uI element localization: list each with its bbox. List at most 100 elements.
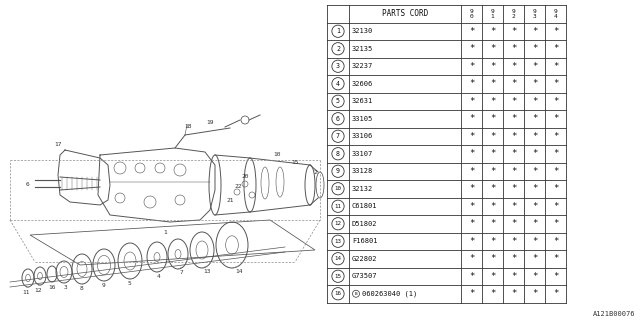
Text: *: * (553, 167, 558, 176)
Text: 9
2: 9 2 (511, 9, 515, 19)
Text: 16: 16 (335, 291, 342, 296)
Text: *: * (490, 202, 495, 211)
Text: *: * (490, 97, 495, 106)
Text: *: * (511, 114, 516, 123)
Text: *: * (553, 79, 558, 88)
Text: 5: 5 (336, 98, 340, 104)
Text: 9
4: 9 4 (554, 9, 557, 19)
Text: *: * (532, 272, 537, 281)
Text: *: * (553, 272, 558, 281)
Text: 22: 22 (234, 185, 242, 189)
Text: *: * (532, 79, 537, 88)
Text: *: * (553, 97, 558, 106)
Text: G22802: G22802 (352, 256, 378, 262)
Text: 21: 21 (227, 197, 234, 203)
Text: 10: 10 (273, 153, 281, 157)
Text: 13: 13 (335, 239, 342, 244)
Text: *: * (511, 237, 516, 246)
Text: 15: 15 (335, 274, 342, 279)
Text: 19: 19 (206, 121, 214, 125)
Text: 4: 4 (157, 274, 161, 279)
Text: *: * (490, 132, 495, 141)
Text: 1: 1 (163, 229, 167, 235)
Text: *: * (511, 149, 516, 158)
Text: *: * (469, 219, 474, 228)
Text: 9: 9 (336, 168, 340, 174)
Text: *: * (511, 289, 516, 298)
Text: *: * (553, 149, 558, 158)
Text: 18: 18 (184, 124, 192, 130)
Text: 12: 12 (335, 221, 342, 226)
Text: 33128: 33128 (352, 168, 373, 174)
Text: 3: 3 (336, 63, 340, 69)
Text: 6: 6 (336, 116, 340, 122)
Text: *: * (469, 114, 474, 123)
Text: *: * (469, 202, 474, 211)
Text: *: * (532, 114, 537, 123)
Text: 11: 11 (335, 204, 342, 209)
Text: *: * (532, 27, 537, 36)
Text: *: * (490, 62, 495, 71)
Text: D51802: D51802 (352, 221, 378, 227)
Text: *: * (490, 114, 495, 123)
Text: 2: 2 (313, 170, 317, 174)
Text: *: * (511, 79, 516, 88)
Text: *: * (511, 167, 516, 176)
Text: *: * (553, 44, 558, 53)
Text: *: * (511, 44, 516, 53)
Text: 3: 3 (64, 285, 68, 290)
Text: *: * (469, 167, 474, 176)
Text: *: * (532, 289, 537, 298)
Text: *: * (490, 27, 495, 36)
Text: *: * (553, 254, 558, 263)
Text: *: * (490, 254, 495, 263)
Text: 8: 8 (80, 286, 84, 291)
Text: 33105: 33105 (352, 116, 373, 122)
Text: 32135: 32135 (352, 46, 373, 52)
Text: 14: 14 (236, 269, 243, 274)
Text: *: * (511, 272, 516, 281)
Text: 32631: 32631 (352, 98, 373, 104)
Text: 16: 16 (48, 285, 56, 290)
Text: *: * (469, 289, 474, 298)
Text: *: * (490, 219, 495, 228)
Text: *: * (490, 79, 495, 88)
Text: 32606: 32606 (352, 81, 373, 87)
Text: *: * (511, 254, 516, 263)
Text: *: * (469, 132, 474, 141)
Text: 9: 9 (102, 283, 106, 288)
Text: 32237: 32237 (352, 63, 373, 69)
Text: 32130: 32130 (352, 28, 373, 34)
Text: *: * (469, 62, 474, 71)
Text: *: * (553, 202, 558, 211)
Text: *: * (490, 149, 495, 158)
Text: *: * (511, 202, 516, 211)
Text: *: * (553, 114, 558, 123)
Text: 13: 13 (204, 269, 211, 274)
Text: 33106: 33106 (352, 133, 373, 139)
Text: 14: 14 (335, 256, 342, 261)
Text: *: * (553, 219, 558, 228)
Text: B: B (355, 292, 357, 296)
Text: *: * (490, 44, 495, 53)
Text: 17: 17 (54, 142, 61, 148)
Text: *: * (532, 219, 537, 228)
Text: *: * (469, 27, 474, 36)
Text: *: * (511, 132, 516, 141)
Text: A121B00076: A121B00076 (593, 311, 635, 317)
Text: PARTS CORD: PARTS CORD (382, 9, 428, 18)
Text: *: * (490, 167, 495, 176)
Text: *: * (511, 27, 516, 36)
Text: *: * (532, 62, 537, 71)
Text: *: * (553, 289, 558, 298)
Text: 15: 15 (291, 159, 299, 164)
Text: 9
3: 9 3 (532, 9, 536, 19)
Text: 7: 7 (180, 270, 184, 275)
Text: *: * (469, 149, 474, 158)
Text: *: * (469, 184, 474, 193)
Text: 2: 2 (336, 46, 340, 52)
Text: *: * (511, 97, 516, 106)
Text: 9
1: 9 1 (491, 9, 494, 19)
Text: *: * (490, 272, 495, 281)
Text: 12: 12 (35, 288, 42, 293)
